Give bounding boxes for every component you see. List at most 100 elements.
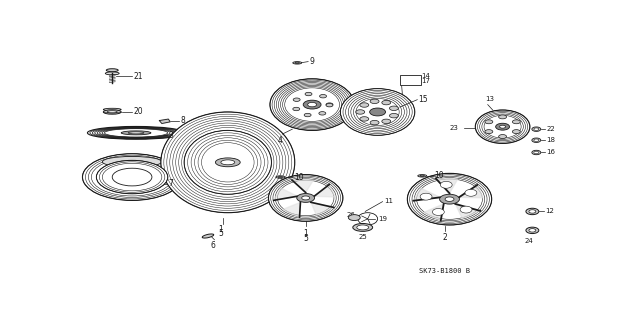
Circle shape xyxy=(526,208,539,215)
Circle shape xyxy=(297,194,315,202)
Text: 12: 12 xyxy=(545,208,554,214)
Circle shape xyxy=(445,197,454,201)
Ellipse shape xyxy=(161,112,295,213)
Ellipse shape xyxy=(407,174,492,225)
Circle shape xyxy=(305,92,312,96)
Circle shape xyxy=(495,123,509,130)
Circle shape xyxy=(529,229,536,232)
Ellipse shape xyxy=(202,234,214,238)
Text: 5: 5 xyxy=(303,234,308,243)
Circle shape xyxy=(513,120,520,124)
Circle shape xyxy=(529,210,536,213)
Circle shape xyxy=(382,119,391,123)
Ellipse shape xyxy=(433,209,444,215)
Circle shape xyxy=(534,128,539,130)
Text: 25: 25 xyxy=(358,234,367,240)
Polygon shape xyxy=(314,184,335,197)
Text: 21: 21 xyxy=(134,72,143,81)
Text: 7: 7 xyxy=(168,180,173,189)
Circle shape xyxy=(526,227,539,234)
Text: 4: 4 xyxy=(278,136,282,145)
Circle shape xyxy=(360,117,369,121)
Ellipse shape xyxy=(184,130,271,194)
Circle shape xyxy=(382,100,391,105)
Circle shape xyxy=(326,103,333,106)
Ellipse shape xyxy=(270,79,355,130)
Circle shape xyxy=(390,106,398,110)
Ellipse shape xyxy=(420,193,432,200)
Polygon shape xyxy=(274,188,297,200)
Ellipse shape xyxy=(216,158,240,167)
Text: 14: 14 xyxy=(421,73,430,78)
Ellipse shape xyxy=(292,62,301,64)
Polygon shape xyxy=(282,202,300,217)
Circle shape xyxy=(499,135,507,138)
Circle shape xyxy=(390,114,398,118)
Circle shape xyxy=(319,94,326,98)
Ellipse shape xyxy=(465,189,477,196)
Circle shape xyxy=(304,113,311,117)
Text: SK73-B1800 B: SK73-B1800 B xyxy=(419,268,470,274)
Text: 10: 10 xyxy=(435,171,444,180)
Circle shape xyxy=(370,120,379,125)
Text: 19: 19 xyxy=(379,216,388,222)
Circle shape xyxy=(356,110,365,114)
Text: 23: 23 xyxy=(449,125,458,131)
Ellipse shape xyxy=(97,160,168,194)
Circle shape xyxy=(370,99,379,104)
Text: 16: 16 xyxy=(547,150,556,155)
Text: 26: 26 xyxy=(346,211,355,218)
Polygon shape xyxy=(436,179,458,193)
Ellipse shape xyxy=(460,206,472,213)
Polygon shape xyxy=(292,180,314,193)
Ellipse shape xyxy=(476,110,530,144)
Ellipse shape xyxy=(440,182,452,188)
Ellipse shape xyxy=(121,131,151,135)
Text: 8: 8 xyxy=(180,116,186,125)
Text: 11: 11 xyxy=(384,198,393,204)
Circle shape xyxy=(532,150,541,155)
Circle shape xyxy=(499,115,507,119)
Circle shape xyxy=(360,103,369,107)
Text: 3: 3 xyxy=(168,131,173,140)
Ellipse shape xyxy=(269,174,343,221)
Circle shape xyxy=(440,194,460,204)
Polygon shape xyxy=(455,204,480,218)
Ellipse shape xyxy=(103,108,121,111)
Circle shape xyxy=(534,151,539,154)
Circle shape xyxy=(326,103,333,107)
Text: 17: 17 xyxy=(421,78,430,84)
Circle shape xyxy=(319,112,326,115)
Ellipse shape xyxy=(106,69,118,72)
Polygon shape xyxy=(159,119,170,123)
Ellipse shape xyxy=(103,110,121,114)
Text: 20: 20 xyxy=(134,108,143,116)
Ellipse shape xyxy=(358,213,378,225)
Text: 6: 6 xyxy=(211,241,216,250)
Ellipse shape xyxy=(108,111,117,113)
Circle shape xyxy=(485,120,493,124)
Ellipse shape xyxy=(83,154,182,200)
Text: 2: 2 xyxy=(442,233,447,242)
Ellipse shape xyxy=(112,168,152,186)
Circle shape xyxy=(370,108,385,116)
FancyBboxPatch shape xyxy=(401,75,421,85)
Text: 10: 10 xyxy=(294,173,303,182)
Text: 9: 9 xyxy=(310,57,314,66)
Text: 15: 15 xyxy=(419,95,428,104)
Ellipse shape xyxy=(128,132,144,134)
Circle shape xyxy=(293,98,300,101)
Polygon shape xyxy=(413,188,440,201)
Circle shape xyxy=(532,127,541,131)
Text: 24: 24 xyxy=(525,239,533,244)
Circle shape xyxy=(485,130,493,134)
Ellipse shape xyxy=(418,174,427,177)
Text: 22: 22 xyxy=(547,126,555,132)
Circle shape xyxy=(308,102,317,107)
Ellipse shape xyxy=(106,72,119,75)
Text: 1: 1 xyxy=(303,229,308,238)
Text: 13: 13 xyxy=(486,96,495,102)
Circle shape xyxy=(348,215,360,220)
Polygon shape xyxy=(424,204,444,221)
Ellipse shape xyxy=(221,160,235,165)
